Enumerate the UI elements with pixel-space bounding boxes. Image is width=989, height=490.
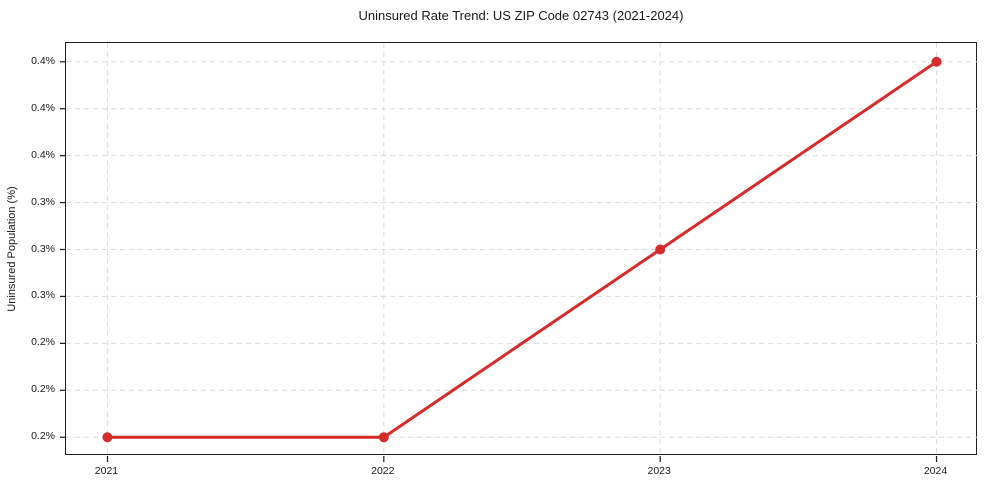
- chart-title: Uninsured Rate Trend: US ZIP Code 02743 …: [358, 8, 684, 23]
- data-point-marker: [378, 432, 389, 443]
- y-tick-label: 0.2%: [31, 430, 55, 443]
- line-chart-svg: [60, 43, 978, 462]
- y-tick-label: 0.2%: [31, 336, 55, 349]
- data-point-marker: [931, 56, 942, 67]
- data-point-marker: [102, 432, 113, 443]
- data-point-marker: [655, 244, 666, 255]
- x-tick-label: 2021: [94, 465, 119, 477]
- y-tick-label: 0.3%: [31, 195, 55, 208]
- y-tick-label: 0.3%: [31, 242, 55, 255]
- y-tick-label: 0.4%: [31, 148, 55, 161]
- y-tick-label: 0.2%: [31, 383, 55, 396]
- x-tick-label: 2023: [647, 465, 671, 477]
- plot-area: [60, 42, 978, 462]
- data-line: [105, 60, 939, 439]
- y-tick-label: 0.4%: [31, 54, 55, 67]
- y-tick-label: 0.4%: [31, 101, 55, 114]
- y-tick-label: 0.3%: [31, 289, 55, 302]
- x-tick-label: 2024: [923, 465, 948, 477]
- x-tick-label: 2022: [371, 465, 395, 477]
